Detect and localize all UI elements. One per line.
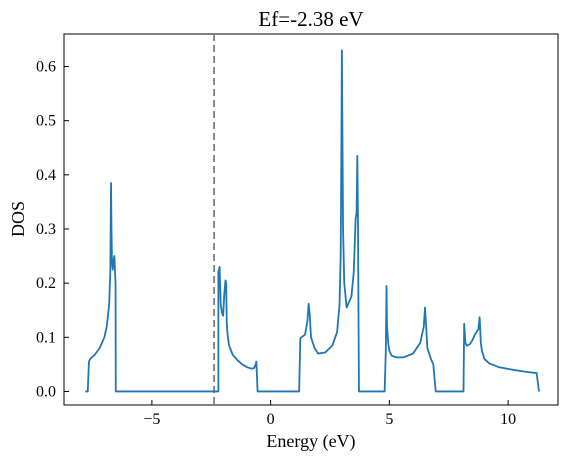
x-tick-label: 5 — [385, 411, 393, 428]
y-tick-label: 0.2 — [36, 275, 56, 292]
y-tick-label: 0.5 — [36, 113, 56, 130]
x-axis: −5 0 5 10 — [143, 400, 516, 428]
x-tick-label: 10 — [500, 411, 516, 428]
y-tick-label: 0.6 — [36, 58, 56, 75]
series-line-dos — [85, 49, 540, 393]
x-tick-label: 0 — [267, 411, 275, 428]
x-axis-label: Energy (eV) — [266, 431, 355, 452]
plot-area: −5 0 5 10 0.0 0.1 0.2 0.3 0.4 0.5 0.6 — [36, 33, 559, 428]
chart-title: Ef=-2.38 eV — [258, 7, 363, 31]
y-axis-label: DOS — [8, 201, 28, 237]
y-axis: 0.0 0.1 0.2 0.3 0.4 0.5 0.6 — [36, 58, 69, 400]
y-tick-label: 0.1 — [36, 329, 56, 346]
plot-frame — [63, 33, 559, 406]
y-tick-label: 0.4 — [36, 167, 56, 184]
y-tick-label: 0.3 — [36, 221, 56, 238]
y-tick-label: 0.0 — [36, 383, 56, 400]
x-tick-label: −5 — [143, 411, 160, 428]
